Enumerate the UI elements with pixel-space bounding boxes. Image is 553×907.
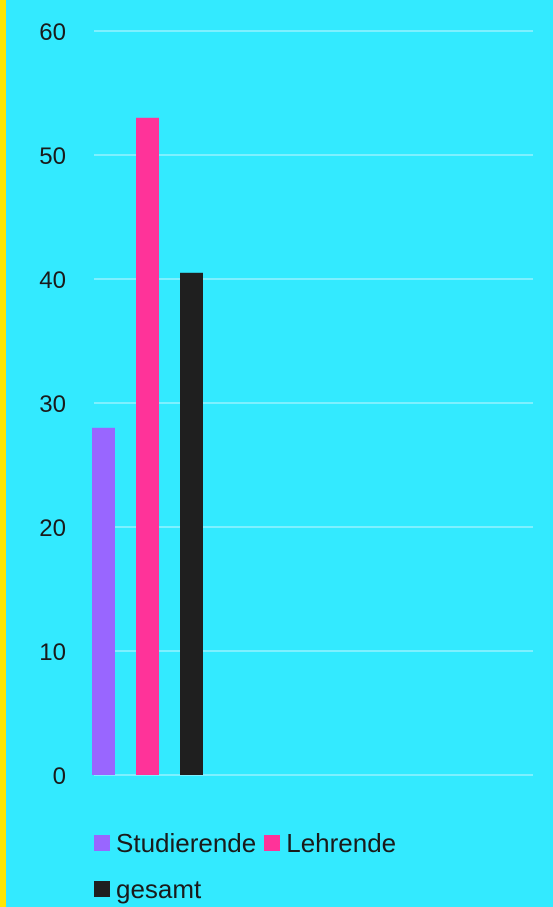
legend-label-gesamt: gesamt <box>116 874 202 904</box>
y-tick-label: 40 <box>39 267 66 294</box>
legend-swatch-studierende <box>94 835 110 851</box>
bar-studierende <box>92 427 115 775</box>
legend-swatch-lehrende <box>264 835 281 851</box>
bar-chart: 0 10 20 30 40 50 60 <box>39 19 533 790</box>
legend-item-lehrende: Lehrende <box>264 820 396 866</box>
bar-gesamt <box>180 272 203 775</box>
legend-label-studierende: Studierende <box>116 828 257 858</box>
legend-item-studierende: Studierende <box>94 820 256 866</box>
legend-item-gesamt: gesamt <box>94 866 201 907</box>
legend: Studierende Lehrende gesamt <box>94 820 534 907</box>
y-tick-label: 50 <box>39 143 66 170</box>
y-tick-label: 20 <box>39 515 66 542</box>
legend-row-1: Studierende Lehrende <box>94 820 534 866</box>
legend-label-lehrende: Lehrende <box>286 828 397 858</box>
bar-lehrende <box>136 117 159 776</box>
legend-row-2: gesamt <box>94 866 534 907</box>
bars <box>92 117 203 776</box>
y-axis-tick-labels: 0 10 20 30 40 50 60 <box>39 19 66 790</box>
legend-swatch-gesamt <box>94 881 110 897</box>
y-tick-label: 30 <box>39 391 66 418</box>
y-tick-label: 10 <box>39 639 66 666</box>
y-tick-label: 0 <box>53 763 66 790</box>
y-tick-label: 60 <box>39 19 66 46</box>
gridlines <box>94 30 533 776</box>
